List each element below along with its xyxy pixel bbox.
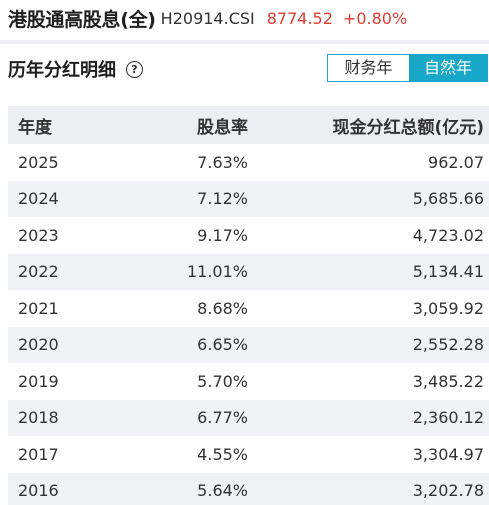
column-header-year[interactable]: 年度 <box>18 117 52 138</box>
natural-year-tab[interactable]: 自然年 <box>409 55 487 81</box>
year-cell: 2017 <box>18 444 59 464</box>
cash-dividend-cell: 3,059.92 <box>412 298 484 318</box>
cash-dividend-cell: 5,134.41 <box>412 262 484 282</box>
table-row: 2020 6.65% 2,552.28 <box>8 326 489 363</box>
year-cell: 2022 <box>18 262 59 282</box>
fiscal-year-tab[interactable]: 财务年 <box>328 55 409 81</box>
question-circle-icon[interactable]: ? <box>126 60 143 78</box>
year-cell: 2018 <box>18 408 59 428</box>
table-row: 2023 9.17% 4,723.02 <box>8 217 489 254</box>
cash-dividend-cell: 2,360.12 <box>412 408 484 428</box>
year-cell: 2025 <box>18 152 59 172</box>
cash-dividend-cell: 4,723.02 <box>412 225 484 245</box>
dividend-yield-cell: 11.01% <box>186 262 248 282</box>
dividend-yield-cell: 5.64% <box>197 481 248 501</box>
index-header: 港股通高股息(全) H20914.CSI 8774.52 +0.80% <box>8 4 407 32</box>
year-cell: 2024 <box>18 189 59 209</box>
table-row: 2017 4.55% 3,304.97 <box>8 436 489 473</box>
table-row: 2018 6.77% 2,360.12 <box>8 399 489 436</box>
year-cell: 2020 <box>18 335 59 355</box>
table-row: 2024 7.12% 5,685.66 <box>8 180 489 217</box>
dividend-yield-cell: 6.65% <box>197 335 248 355</box>
year-cell: 2021 <box>18 298 59 318</box>
column-header-cash-dividend-total[interactable]: 现金分红总额(亿元) <box>332 117 484 138</box>
column-header-dividend-yield[interactable]: 股息率 <box>197 117 248 138</box>
section-title: 历年分红明细 <box>8 60 116 81</box>
cash-dividend-cell: 962.07 <box>428 152 484 172</box>
dividend-yield-cell: 8.68% <box>197 298 248 318</box>
cash-dividend-cell: 3,202.78 <box>412 481 484 501</box>
table-row: 2025 7.63% 962.07 <box>8 144 489 181</box>
cash-dividend-cell: 5,685.66 <box>412 189 484 209</box>
table-row: 2022 11.01% 5,134.41 <box>8 253 489 290</box>
dividend-yield-cell: 4.55% <box>197 444 248 464</box>
section-divider <box>0 40 489 44</box>
table-header-row: 年度 股息率 现金分红总额(亿元) <box>8 106 489 144</box>
dividend-table: 年度 股息率 现金分红总额(亿元) 2025 7.63% 962.07 2024… <box>8 106 489 505</box>
dividend-yield-cell: 9.17% <box>197 225 248 245</box>
cash-dividend-cell: 2,552.28 <box>412 335 484 355</box>
cash-dividend-cell: 3,485.22 <box>412 371 484 391</box>
section-header: 历年分红明细 ? <box>8 56 143 82</box>
index-name[interactable]: 港股通高股息(全) <box>8 8 156 31</box>
year-cell: 2023 <box>18 225 59 245</box>
dividend-yield-cell: 7.12% <box>197 189 248 209</box>
index-change-percent: +0.80% <box>342 8 408 28</box>
index-price: 8774.52 <box>266 8 333 28</box>
table-row: 2016 5.64% 3,202.78 <box>8 472 489 505</box>
index-code: H20914.CSI <box>160 8 255 28</box>
table-row: 2021 8.68% 3,059.92 <box>8 290 489 327</box>
dividend-yield-cell: 6.77% <box>197 408 248 428</box>
year-type-toggle: 财务年 自然年 <box>327 54 488 82</box>
cash-dividend-cell: 3,304.97 <box>412 444 484 464</box>
dividend-yield-cell: 7.63% <box>197 152 248 172</box>
table-row: 2019 5.70% 3,485.22 <box>8 363 489 400</box>
year-cell: 2016 <box>18 481 59 501</box>
year-cell: 2019 <box>18 371 59 391</box>
dividend-yield-cell: 5.70% <box>197 371 248 391</box>
